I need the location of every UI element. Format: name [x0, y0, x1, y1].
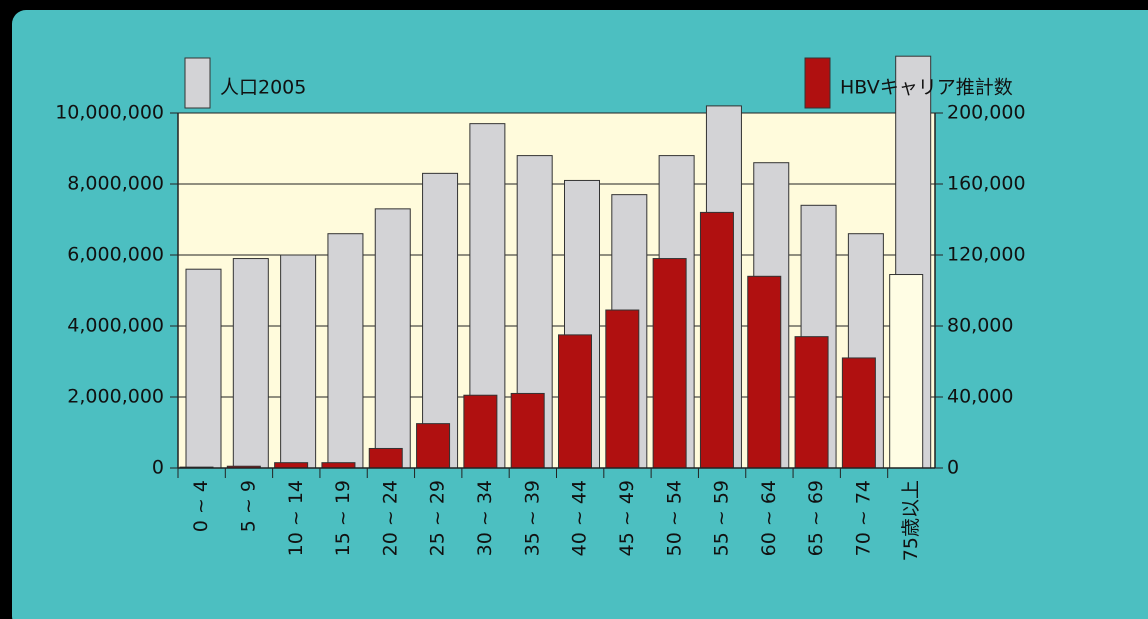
bar — [185, 268, 222, 469]
y2-tick-label: 40,000 — [947, 386, 1013, 408]
x-tick-label: 75歳以上 — [900, 480, 922, 561]
y2-tick-label: 160,000 — [947, 173, 1026, 195]
x-tick-label: 70 ~ 74 — [853, 480, 875, 556]
x-tick-label: 65 ~ 69 — [805, 480, 827, 556]
legend-key — [804, 57, 831, 109]
bar — [510, 392, 545, 469]
bar — [841, 357, 876, 469]
x-tick-label: 5 ~ 9 — [237, 480, 259, 532]
x-tick-label: 60 ~ 64 — [758, 480, 780, 556]
bar — [274, 462, 309, 469]
y2-tick-label: 120,000 — [947, 244, 1026, 266]
legend-key — [184, 57, 211, 109]
bar — [463, 394, 498, 469]
x-tick-label: 45 ~ 49 — [616, 480, 638, 556]
bar — [416, 423, 451, 469]
x-tick-label: 10 ~ 14 — [285, 480, 307, 556]
y-tick-label: 8,000,000 — [67, 173, 164, 195]
y2-tick-label: 0 — [947, 457, 959, 479]
bar — [374, 208, 411, 469]
legend-label: HBVキャリア推計数 — [840, 77, 1013, 99]
x-tick-label: 15 ~ 19 — [332, 480, 354, 556]
y-tick-label: 6,000,000 — [67, 244, 164, 266]
bar — [747, 275, 782, 469]
y-tick-label: 0 — [152, 457, 164, 479]
bar — [699, 211, 734, 469]
x-tick-label: 55 ~ 59 — [711, 480, 733, 556]
bar — [327, 233, 364, 469]
x-tick-label: 0 ~ 4 — [190, 480, 212, 532]
y-tick-label: 4,000,000 — [67, 315, 164, 337]
bar — [321, 462, 356, 469]
y2-tick-label: 80,000 — [947, 315, 1013, 337]
bar — [422, 172, 459, 469]
bar — [280, 254, 317, 469]
bar — [889, 274, 924, 469]
x-tick-label: 30 ~ 34 — [474, 480, 496, 556]
y-tick-label: 2,000,000 — [67, 386, 164, 408]
legend-label: 人口2005 — [220, 77, 306, 99]
x-tick-label: 50 ~ 54 — [663, 480, 685, 556]
x-tick-label: 25 ~ 29 — [427, 480, 449, 556]
y2-tick-label: 200,000 — [947, 102, 1026, 124]
bar — [558, 334, 592, 469]
bar — [605, 309, 640, 469]
bar — [652, 258, 687, 469]
x-tick-label: 40 ~ 44 — [569, 480, 591, 556]
x-tick-label: 20 ~ 24 — [379, 480, 401, 556]
bar — [232, 258, 269, 469]
x-tick-label: 35 ~ 39 — [521, 480, 543, 556]
y-tick-label: 10,000,000 — [55, 102, 164, 124]
bar — [368, 447, 403, 469]
bar — [794, 336, 829, 469]
